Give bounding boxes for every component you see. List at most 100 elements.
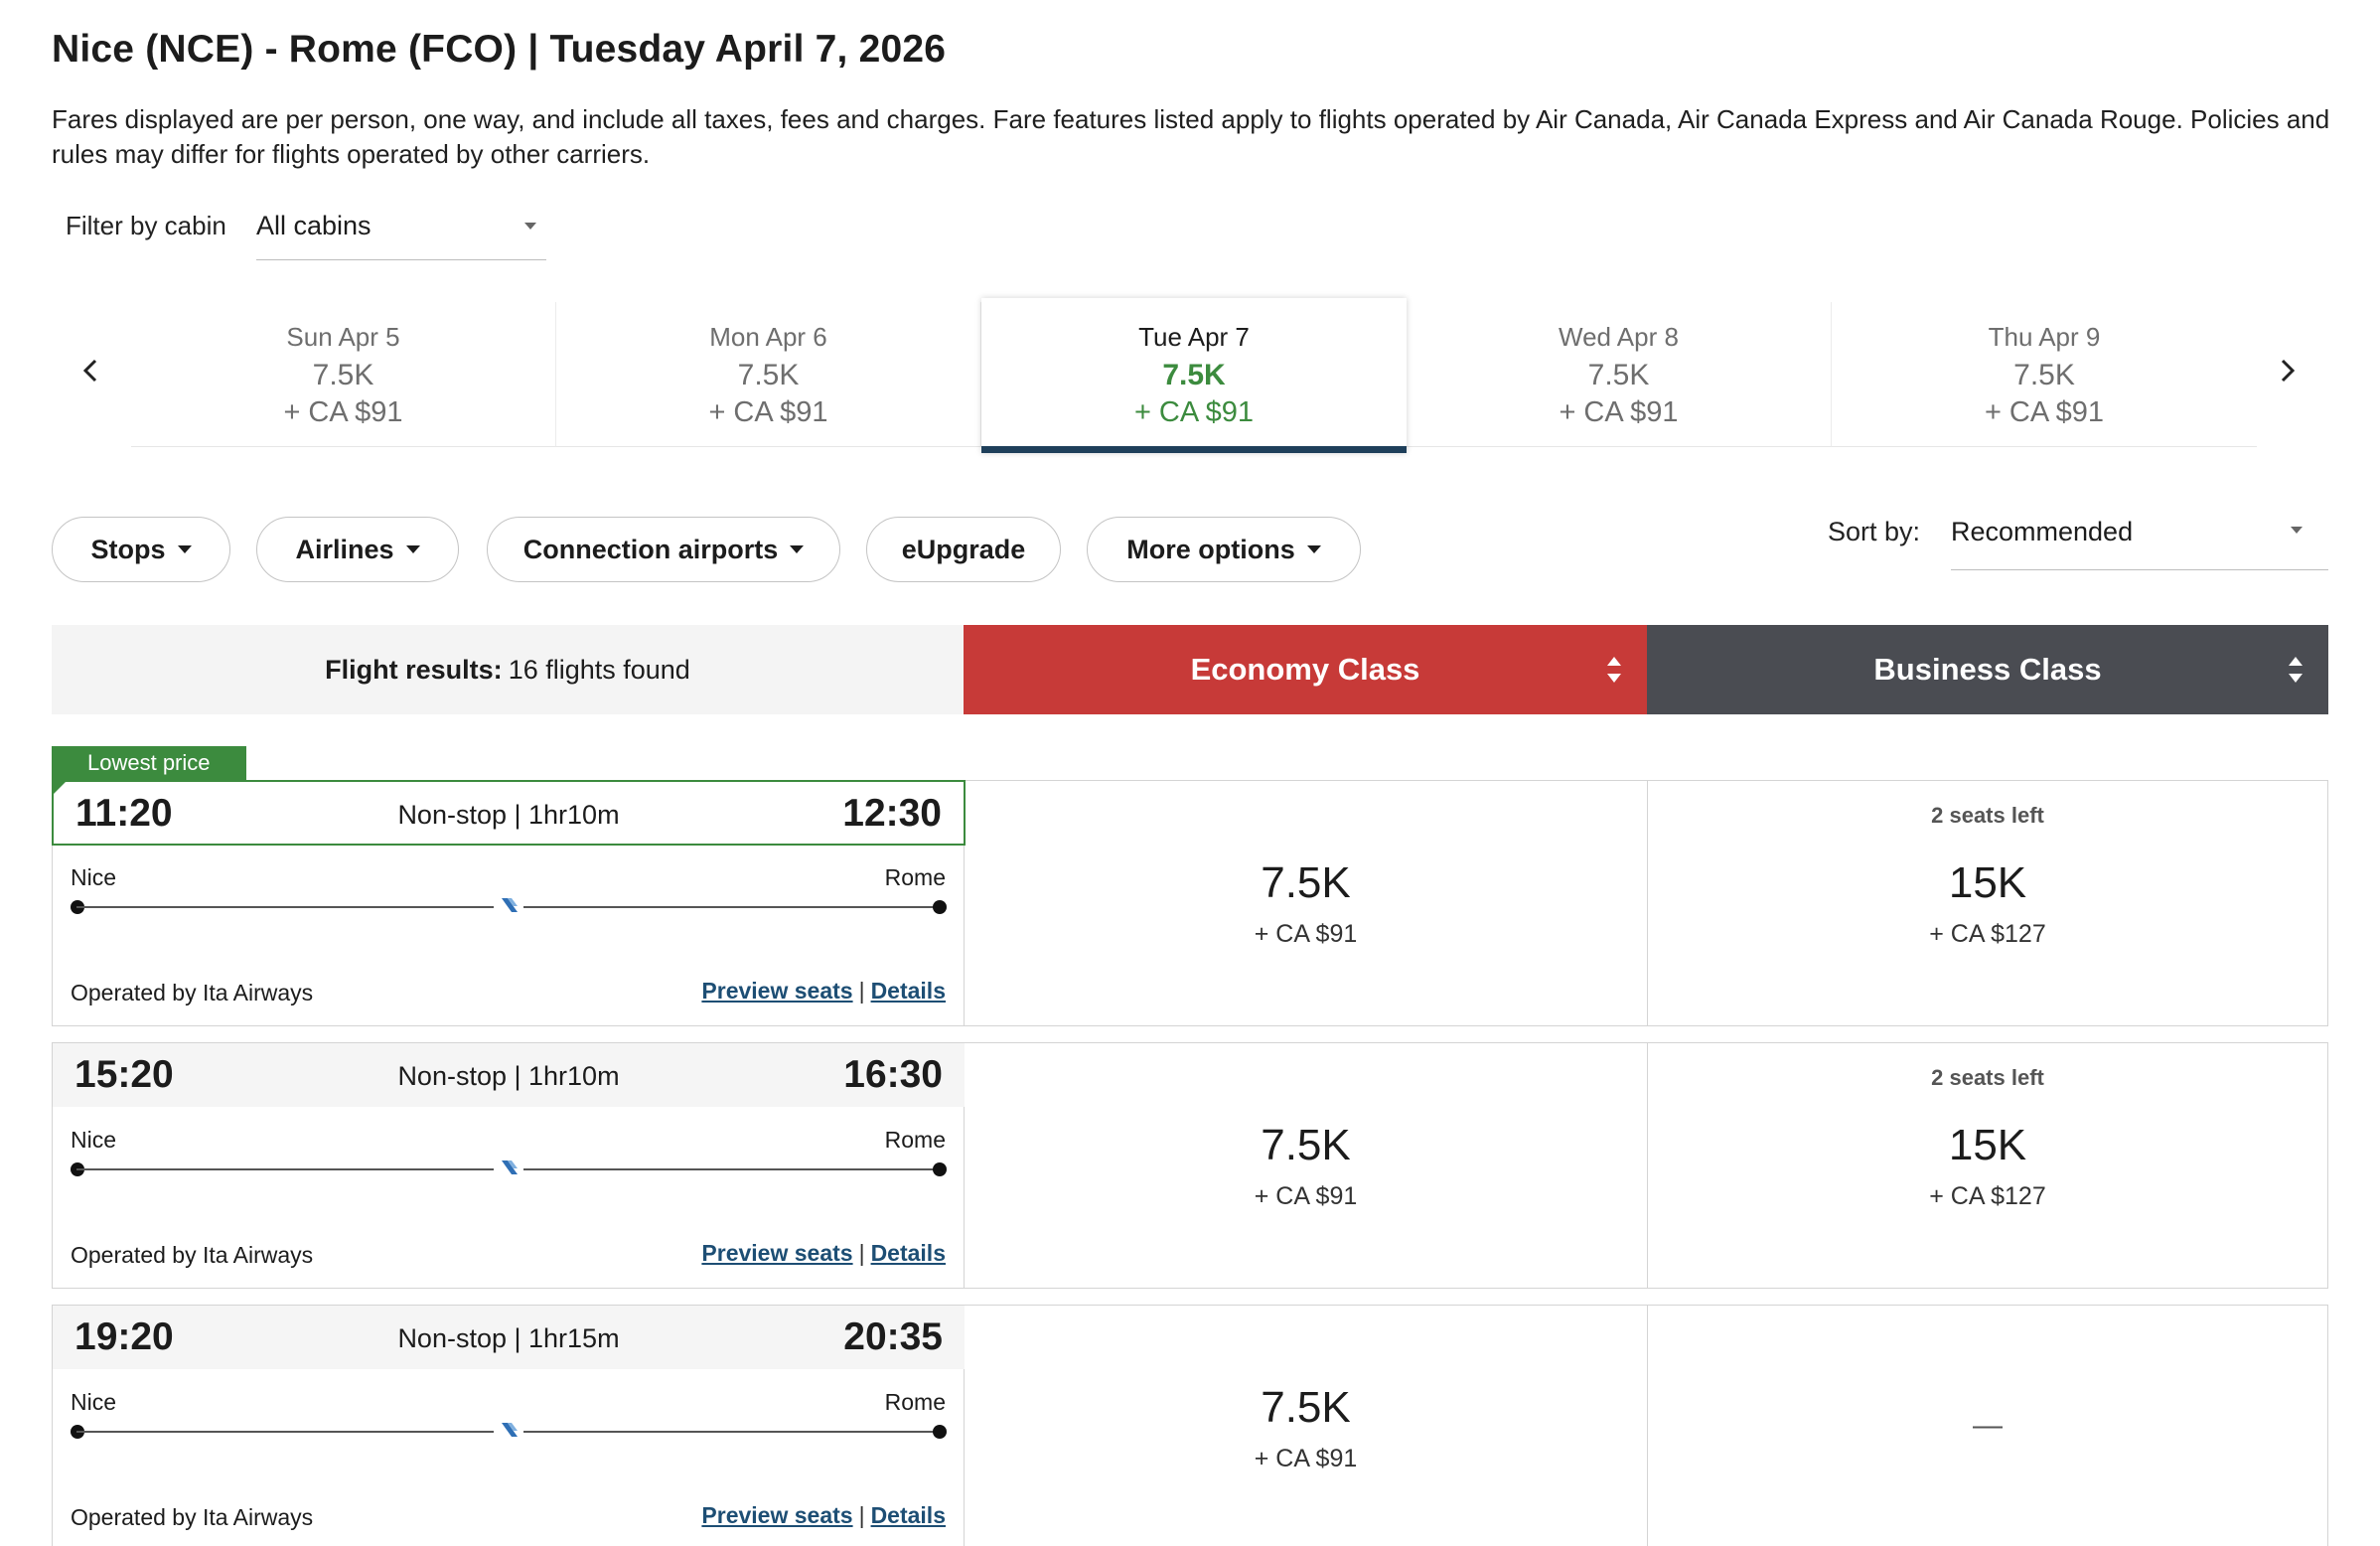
economy-fare-points: 7.5K [1261,858,1351,907]
chevron-left-icon[interactable] [66,346,115,395]
economy-class-label: Economy Class [1190,652,1420,687]
route-line [71,898,947,914]
fare-disclaimer: Fares displayed are per person, one way,… [52,104,2330,169]
business-fare-cash: + CA $127 [1929,1182,2046,1210]
business-fare-points: 15K [1948,858,2027,907]
airline-logo-icon [502,1423,518,1437]
preview-seats-link[interactable]: Preview seats [701,978,853,1004]
seats-left-notice: 2 seats left [1931,803,2044,828]
airline-logo-icon [502,898,518,912]
connection-airports-filter-label: Connection airports [522,534,779,564]
economy-fare-cell[interactable]: 7.5K + CA $91 [965,781,1648,1025]
date-card-mon-apr-6[interactable]: Mon Apr 6 7.5K + CA $91 [556,302,981,447]
destination-dot-icon [933,1425,947,1439]
arrival-time: 20:35 [843,1315,943,1358]
departure-time: 15:20 [74,1053,174,1096]
flight-links: Preview seats | Details [701,1240,946,1267]
flight-info: 11:20 Non-stop | 1hr10m 12:30 Nice Rome … [52,780,966,1025]
caret-down-icon [405,545,420,553]
lowest-price-badge: Lowest price [52,746,246,796]
date-label: Mon Apr 6 [709,322,827,352]
date-cash: + CA $91 [1133,396,1255,428]
flight-summary: Non-stop | 1hr10m [397,800,620,830]
cabin-filter: Filter by cabin All cabins [66,211,546,260]
flight-row: 15:20 Non-stop | 1hr10m 16:30 Nice Rome … [52,1042,2328,1289]
link-separator: | [858,978,865,1004]
route-segment [76,906,494,908]
business-fare-unavailable: — [1973,1409,2003,1442]
departure-time: 11:20 [75,792,173,835]
date-points: 7.5K [1587,359,1650,391]
flight-links: Preview seats | Details [701,978,946,1005]
page-title: Nice (NCE) - Rome (FCO) | Tuesday April … [52,28,947,71]
details-link[interactable]: Details [870,1240,946,1266]
connection-airports-filter-button[interactable]: Connection airports [487,517,840,582]
sort-select[interactable]: Recommended [1951,505,2328,570]
route-line [71,1423,947,1439]
more-options-button[interactable]: More options [1087,517,1361,582]
date-card-sun-apr-5[interactable]: Sun Apr 5 7.5K + CA $91 [131,302,556,447]
date-cash: + CA $91 [1559,396,1679,428]
cabin-select[interactable]: All cabins [256,203,546,260]
preview-seats-link[interactable]: Preview seats [701,1240,853,1266]
stops-filter-button[interactable]: Stops [52,517,230,582]
operator-text: Operated by Ita Airways [71,1504,314,1530]
caret-down-icon [524,223,536,230]
origin-city: Nice [71,1389,117,1415]
route-segment [76,1168,494,1170]
details-link[interactable]: Details [870,978,946,1004]
date-cards: Sun Apr 5 7.5K + CA $91 Mon Apr 6 7.5K +… [131,298,2257,453]
economy-fare-cell[interactable]: 7.5K + CA $91 [965,1043,1648,1288]
business-class-label: Business Class [1873,652,2102,687]
business-fare-cell[interactable]: 2 seats left 15K + CA $127 [1648,781,2327,1025]
economy-class-header[interactable]: Economy Class [964,625,1647,714]
economy-fare-cash: + CA $91 [1254,1182,1358,1210]
economy-fare-cell[interactable]: 7.5K + CA $91 [965,1306,1648,1546]
more-options-label: More options [1126,534,1295,564]
route-segment [523,1168,941,1170]
preview-seats-link[interactable]: Preview seats [701,1502,853,1528]
airlines-filter-button[interactable]: Airlines [256,517,459,582]
date-points: 7.5K [312,359,374,391]
destination-dot-icon [933,1162,947,1176]
link-separator: | [858,1502,865,1528]
eupgrade-filter-label: eUpgrade [901,534,1026,564]
economy-fare-points: 7.5K [1261,1121,1351,1169]
sort-toggle-icon [2289,657,2303,683]
flight-summary: Non-stop | 1hr15m [397,1323,620,1353]
date-card-tue-apr-7[interactable]: Tue Apr 7 7.5K + CA $91 [981,298,1407,453]
route-segment [523,1431,941,1433]
date-cash: + CA $91 [1984,396,2105,428]
economy-fare-points: 7.5K [1261,1383,1351,1432]
flight-info: 15:20 Non-stop | 1hr10m 16:30 Nice Rome … [53,1043,965,1288]
flight-times: 11:20 Non-stop | 1hr10m 12:30 [52,780,966,846]
business-fare-cash: + CA $127 [1929,920,2046,948]
link-separator: | [858,1240,865,1266]
airline-logo-icon [502,1160,518,1174]
departure-time: 19:20 [74,1315,174,1358]
caret-down-icon [2291,527,2303,534]
results-header: Flight results: 16 flights found Economy… [52,625,2328,714]
flight-summary: Non-stop | 1hr10m [397,1061,620,1091]
economy-fare-cash: + CA $91 [1254,1445,1358,1472]
cabin-select-value: All cabins [256,211,372,240]
chevron-right-icon[interactable] [2263,346,2312,395]
flight-results-count: Flight results: 16 flights found [52,625,964,714]
date-card-wed-apr-8[interactable]: Wed Apr 8 7.5K + CA $91 [1407,302,1832,447]
origin-city: Nice [71,1127,117,1153]
route-line [71,1160,947,1176]
date-strip: Sun Apr 5 7.5K + CA $91 Mon Apr 6 7.5K +… [52,298,2336,457]
eupgrade-filter-button[interactable]: eUpgrade [866,517,1061,582]
date-points: 7.5K [1162,359,1226,391]
details-link[interactable]: Details [870,1502,946,1528]
date-cash: + CA $91 [283,396,403,428]
date-label: Tue Apr 7 [1138,322,1250,352]
business-class-header[interactable]: Business Class [1647,625,2328,714]
sort-toggle-icon [1607,657,1621,683]
route-segment [76,1431,494,1433]
date-card-thu-apr-9[interactable]: Thu Apr 9 7.5K + CA $91 [1832,302,2257,447]
flight-row: 19:20 Non-stop | 1hr15m 20:35 Nice Rome … [52,1305,2328,1546]
economy-fare-cash: + CA $91 [1254,920,1358,948]
business-fare-cell[interactable]: 2 seats left 15K + CA $127 [1648,1043,2327,1288]
arrival-time: 16:30 [843,1053,943,1096]
